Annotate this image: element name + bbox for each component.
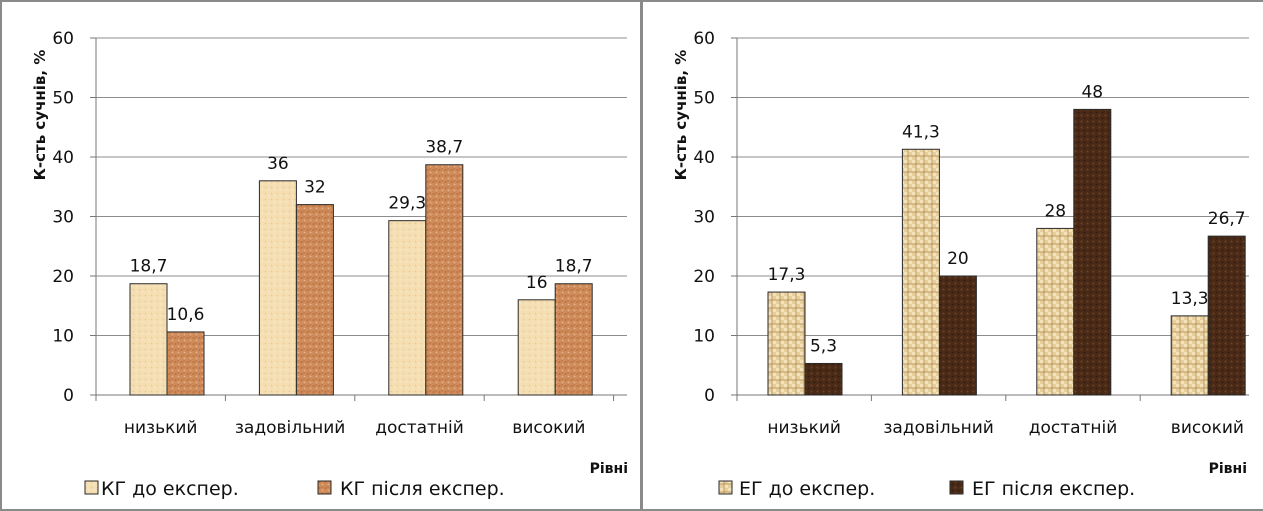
legend-swatch xyxy=(84,480,99,495)
data-label: 38,7 xyxy=(425,138,463,158)
data-label: 36 xyxy=(267,154,289,174)
bar-after xyxy=(295,204,334,396)
bar-before xyxy=(258,180,297,396)
bar-before xyxy=(767,291,806,396)
y-tick-label: 10 xyxy=(52,327,74,347)
data-label: 10,6 xyxy=(167,305,205,325)
category-label: достатній xyxy=(375,418,464,438)
x-axis-label: Рівні xyxy=(1209,461,1247,477)
y-tick-label: 10 xyxy=(693,327,715,347)
y-tick-label: 20 xyxy=(693,267,715,287)
data-label: 16 xyxy=(526,273,548,293)
data-label: 41,3 xyxy=(902,122,940,142)
data-label: 26,7 xyxy=(1208,209,1246,229)
bar-before xyxy=(388,220,427,396)
y-tick-label: 60 xyxy=(52,29,74,49)
bar-before xyxy=(129,283,168,396)
bar-after xyxy=(1207,235,1246,396)
category-label: достатній xyxy=(1029,418,1118,438)
data-label: 18,7 xyxy=(130,257,168,277)
data-label: 48 xyxy=(1081,82,1103,102)
y-axis-label: К-сть сучнів, % xyxy=(31,50,49,181)
bar-before xyxy=(1036,227,1075,396)
category-label: високий xyxy=(1171,418,1244,438)
y-tick-label: 0 xyxy=(704,386,715,406)
category-label: низький xyxy=(767,418,841,438)
bar-after xyxy=(425,164,464,396)
data-label: 20 xyxy=(947,249,969,269)
data-label: 29,3 xyxy=(388,194,426,214)
x-axis-label: Рівні xyxy=(590,461,628,477)
data-label: 5,3 xyxy=(810,336,837,356)
legend-swatch xyxy=(317,480,332,495)
data-label: 17,3 xyxy=(768,265,806,285)
bar-after xyxy=(938,275,977,396)
bar-after xyxy=(1073,108,1112,396)
bar-before xyxy=(517,299,556,396)
bar-after xyxy=(166,331,205,396)
legend-swatch xyxy=(718,480,733,495)
category-label: високий xyxy=(512,418,585,438)
category-label: задовільний xyxy=(883,418,993,438)
legend-entry: ЕГ до експер. xyxy=(739,478,875,500)
chart-panel-experimental-group xyxy=(641,0,1263,511)
bar-before xyxy=(901,148,940,396)
y-tick-label: 30 xyxy=(693,208,715,228)
bar-after xyxy=(804,362,843,396)
bar-before xyxy=(1170,315,1209,396)
legend-swatch xyxy=(949,480,964,495)
data-label: 32 xyxy=(304,178,326,198)
y-tick-label: 50 xyxy=(52,89,74,109)
legend-entry: КГ після експер. xyxy=(340,478,505,500)
y-tick-label: 20 xyxy=(52,267,74,287)
y-axis-label: К-сть сучнів, % xyxy=(672,50,690,181)
data-label: 13,3 xyxy=(1171,289,1209,309)
legend-entry: ЕГ після експер. xyxy=(972,478,1135,500)
data-label: 28 xyxy=(1044,201,1066,221)
y-tick-label: 30 xyxy=(52,208,74,228)
y-tick-label: 60 xyxy=(693,29,715,49)
legend-entry: КГ до експер. xyxy=(101,478,239,500)
data-label: 18,7 xyxy=(555,257,593,277)
y-tick-label: 0 xyxy=(63,386,74,406)
category-label: задовільний xyxy=(235,418,345,438)
y-tick-label: 40 xyxy=(693,148,715,168)
category-label: низький xyxy=(124,418,198,438)
y-tick-label: 40 xyxy=(52,148,74,168)
y-tick-label: 50 xyxy=(693,89,715,109)
bar-after xyxy=(554,283,593,396)
